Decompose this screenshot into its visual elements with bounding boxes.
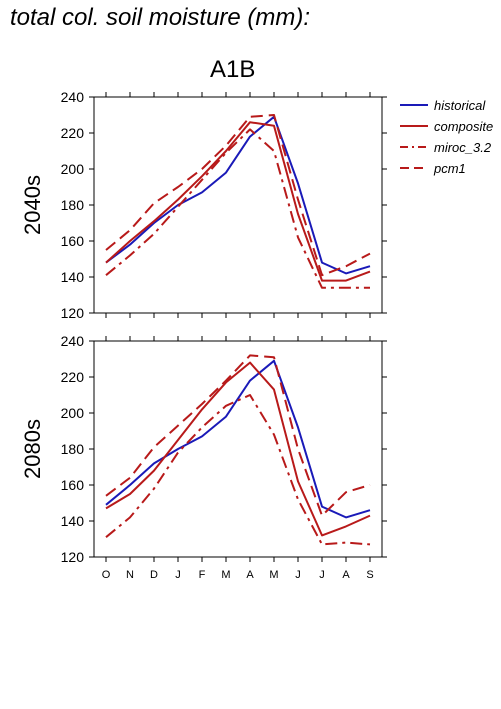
legend-label-miroc_3.2: miroc_3.2 [434,140,492,155]
panel-2080s-label: 2080s [20,419,45,479]
panel-2080s-series-miroc_3.2 [105,394,371,546]
panel-2080s-ytick-label: 160 [61,477,85,493]
x-tick-label: D [150,569,158,581]
panel-2080s-ytick-label: 240 [61,333,85,349]
x-tick-label: A [342,569,350,581]
x-tick-label: O [102,569,111,581]
page-title: total col. soil moisture (mm): [10,4,311,31]
panel-2040s-ytick-label: 200 [61,161,85,177]
panel-2040s-series-historical [105,115,371,275]
panel-2040s-ytick-label: 240 [61,89,85,105]
x-tick-label: M [269,569,278,581]
scenario-label: A1B [210,56,256,83]
legend-label-composite: composite [434,119,493,134]
x-tick-label: J [295,569,301,581]
x-tick-label: A [246,569,254,581]
panel-2040s-series-composite [105,121,371,282]
panel-2080s-series-historical [105,359,371,519]
x-tick-label: S [366,569,373,581]
x-tick-label: F [199,569,206,581]
panel-2040s-ytick-label: 140 [61,269,85,285]
panel-2040s-ytick-label: 180 [61,197,85,213]
x-tick-label: J [319,569,325,581]
panel-2080s-ytick-label: 180 [61,441,85,457]
panel-2040s-series-pcm1 [105,114,371,277]
panel-2080s-series-pcm1 [105,354,371,517]
panel-2040s-ytick-label: 160 [61,233,85,249]
panel-2080s-ytick-label: 120 [61,549,85,565]
panel-2080s-ytick-label: 220 [61,369,85,385]
x-tick-label: M [221,569,230,581]
panel-2040s-series-miroc_3.2 [105,128,370,289]
panel-2080s-ytick-label: 140 [61,513,85,529]
x-tick-label: J [175,569,181,581]
legend-label-pcm1: pcm1 [433,161,466,176]
legend-label-historical: historical [434,98,486,113]
panel-2080s-ytick-label: 200 [61,405,85,421]
x-tick-label: N [126,569,134,581]
panel-2040s-label: 2040s [20,175,45,235]
panel-2080s-series-composite [105,361,371,537]
panel-2040s-ytick-label: 120 [61,305,85,321]
panel-2040s-ytick-label: 220 [61,125,85,141]
